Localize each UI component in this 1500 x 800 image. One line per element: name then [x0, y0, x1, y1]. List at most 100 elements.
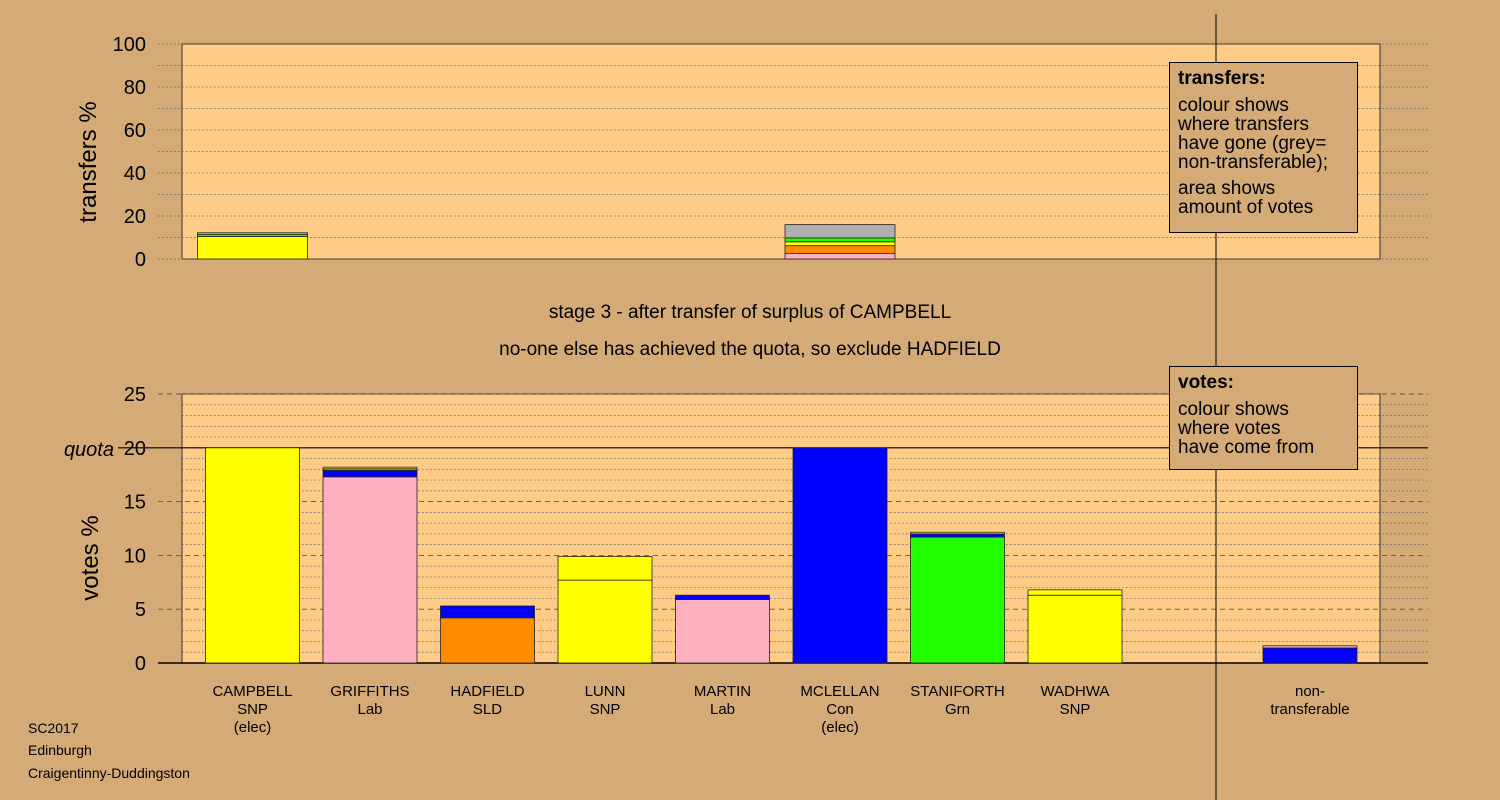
transfers-legend: transfers: colour shows where transfers … — [1169, 62, 1358, 233]
votes-bar-griffiths — [322, 466, 418, 664]
transfers-legend-line: amount of votes — [1178, 197, 1314, 218]
votes-y-axis-label: votes % — [77, 515, 104, 600]
transfers-legend-line: have gone (grey= — [1178, 133, 1327, 154]
votes-bar-segment — [1262, 645, 1358, 649]
votes-bar-segment — [910, 536, 1005, 664]
votes-bar-segment — [1262, 647, 1358, 664]
transfers-y-tick-label: 100 — [113, 34, 146, 56]
transfers-bar-segment — [197, 236, 308, 260]
candidate-label-line: Lab — [709, 701, 736, 718]
candidate-label-line: (elec) — [821, 719, 859, 736]
candidate-label-line: LUNN — [584, 683, 626, 700]
votes-bar-segment — [1027, 594, 1123, 664]
stage-description: stage 3 - after transfer of surplus of C… — [548, 302, 952, 323]
candidate-label-line: STANIFORTH — [910, 683, 1005, 700]
votes-legend-title: votes: — [1178, 372, 1234, 393]
votes-bar-segment — [675, 594, 770, 600]
transfers-y-tick-label: 80 — [124, 77, 146, 99]
votes-bar-segment — [557, 556, 653, 581]
candidate-label-line: SNP — [589, 701, 621, 718]
candidate-label: MARTIN Lab — [663, 683, 783, 719]
candidate-label: LUNN SNP — [545, 683, 665, 719]
candidate-label-line: MCLELLAN — [800, 683, 880, 700]
votes-bar-lunn — [557, 556, 653, 664]
votes-bar-hadfield — [440, 605, 535, 664]
votes-y-tick-label: 0 — [135, 653, 146, 675]
stage-decision: no-one else has achieved the quota, so e… — [499, 339, 1001, 360]
transfers-bar-segment — [784, 237, 896, 243]
footer-election: SC2017 — [28, 720, 79, 736]
votes-bars — [205, 447, 1358, 664]
transfers-y-tick-label: 40 — [124, 163, 146, 185]
quota-label: quota — [64, 439, 114, 461]
candidate-label-line: GRIFFITHS — [330, 683, 410, 700]
transfers-bar-segment — [784, 245, 896, 255]
candidate-label-line: SNP — [237, 701, 268, 718]
votes-bar-wadhwa — [1027, 589, 1123, 664]
candidate-label: non-transferable — [1250, 683, 1370, 719]
votes-bar-mclellan — [792, 447, 888, 664]
candidate-label: GRIFFITHS Lab — [310, 683, 430, 719]
transfers-legend-line: area shows — [1178, 178, 1276, 199]
votes-bar-segment — [322, 476, 418, 664]
transfers-y-tick-label: 0 — [135, 249, 146, 271]
transfers-legend-title: transfers: — [1178, 68, 1266, 89]
transfers-y-ticks: 0 20 40 60 80 100 — [113, 34, 146, 271]
votes-bar-staniforth — [910, 531, 1005, 664]
votes-bar-martin — [675, 594, 770, 664]
transfers-bars — [197, 224, 896, 260]
transfers-bar-segment — [197, 232, 308, 235]
candidate-label-line: non- — [1294, 683, 1326, 700]
candidate-label: MCLELLAN Con (elec) — [780, 683, 900, 737]
votes-bar-segment — [440, 617, 535, 664]
candidate-label-line: WADHWA — [1040, 683, 1110, 700]
votes-y-tick-label: 15 — [124, 492, 146, 514]
transfers-bar-campbell — [197, 232, 308, 260]
candidate-label-line: (elec) — [233, 719, 272, 736]
candidate-label: CAMPBELL SNP (elec) — [193, 683, 313, 737]
votes-legend: votes: colour shows where votes have com… — [1169, 366, 1358, 470]
votes-legend-line: have come from — [1178, 437, 1315, 458]
votes-bar-campbell — [205, 447, 300, 664]
candidate-label: WADHWA SNP — [1015, 683, 1135, 719]
votes-y-tick-label: 5 — [135, 599, 146, 621]
candidate-label-line: HADFIELD — [450, 683, 525, 700]
transfers-y-tick-label: 20 — [124, 206, 146, 228]
votes-y-tick-label: 25 — [124, 384, 146, 406]
votes-bar-segment — [205, 447, 300, 664]
votes-bar-segment — [322, 469, 418, 478]
votes-bar-segment — [910, 531, 1005, 535]
votes-bar-segment — [322, 466, 418, 470]
votes-chart: 0 5 10 15 20 25 votes % quota — [64, 384, 1428, 675]
votes-bar-segment — [1027, 589, 1123, 596]
votes-y-tick-label: 10 — [124, 545, 146, 567]
candidate-label: HADFIELD SLD — [428, 683, 548, 719]
votes-y-ticks: 0 5 10 15 20 25 — [124, 384, 146, 675]
votes-bar-segment — [675, 599, 770, 664]
votes-bar-segment — [557, 579, 653, 664]
votes-legend-line: where votes — [1178, 418, 1281, 439]
votes-bar-segment — [440, 605, 535, 619]
candidate-label-line: CAMPBELL — [212, 683, 293, 700]
candidate-label: STANIFORTH Grn — [898, 683, 1018, 719]
transfers-bar-mclellan — [784, 224, 896, 260]
votes-y-tick-label: 20 — [124, 438, 146, 460]
votes-bar-segment — [910, 533, 1005, 538]
votes-bar-nontransferable — [1262, 645, 1358, 664]
candidate-label-line: MARTIN — [693, 683, 752, 700]
candidate-label-line: SLD — [472, 701, 503, 718]
votes-bar-segment — [792, 447, 888, 664]
candidate-label-line: Grn — [944, 701, 970, 718]
transfers-y-tick-label: 60 — [124, 120, 146, 142]
candidate-label-line: Lab — [357, 701, 383, 718]
transfers-bar-segment — [784, 241, 896, 247]
transfers-legend-line: colour shows — [1178, 95, 1289, 116]
footer-ward: Craigentinny-Duddingston — [28, 765, 190, 781]
candidate-label-line: SNP — [1059, 701, 1091, 718]
candidate-label-line: Con — [826, 701, 854, 718]
transfers-bar-segment — [784, 253, 896, 260]
candidate-label-line: transferable — [1270, 701, 1350, 718]
transfers-legend-line: where transfers — [1178, 114, 1309, 135]
transfers-bar-segment — [784, 224, 896, 239]
footer-council: Edinburgh — [28, 742, 92, 758]
